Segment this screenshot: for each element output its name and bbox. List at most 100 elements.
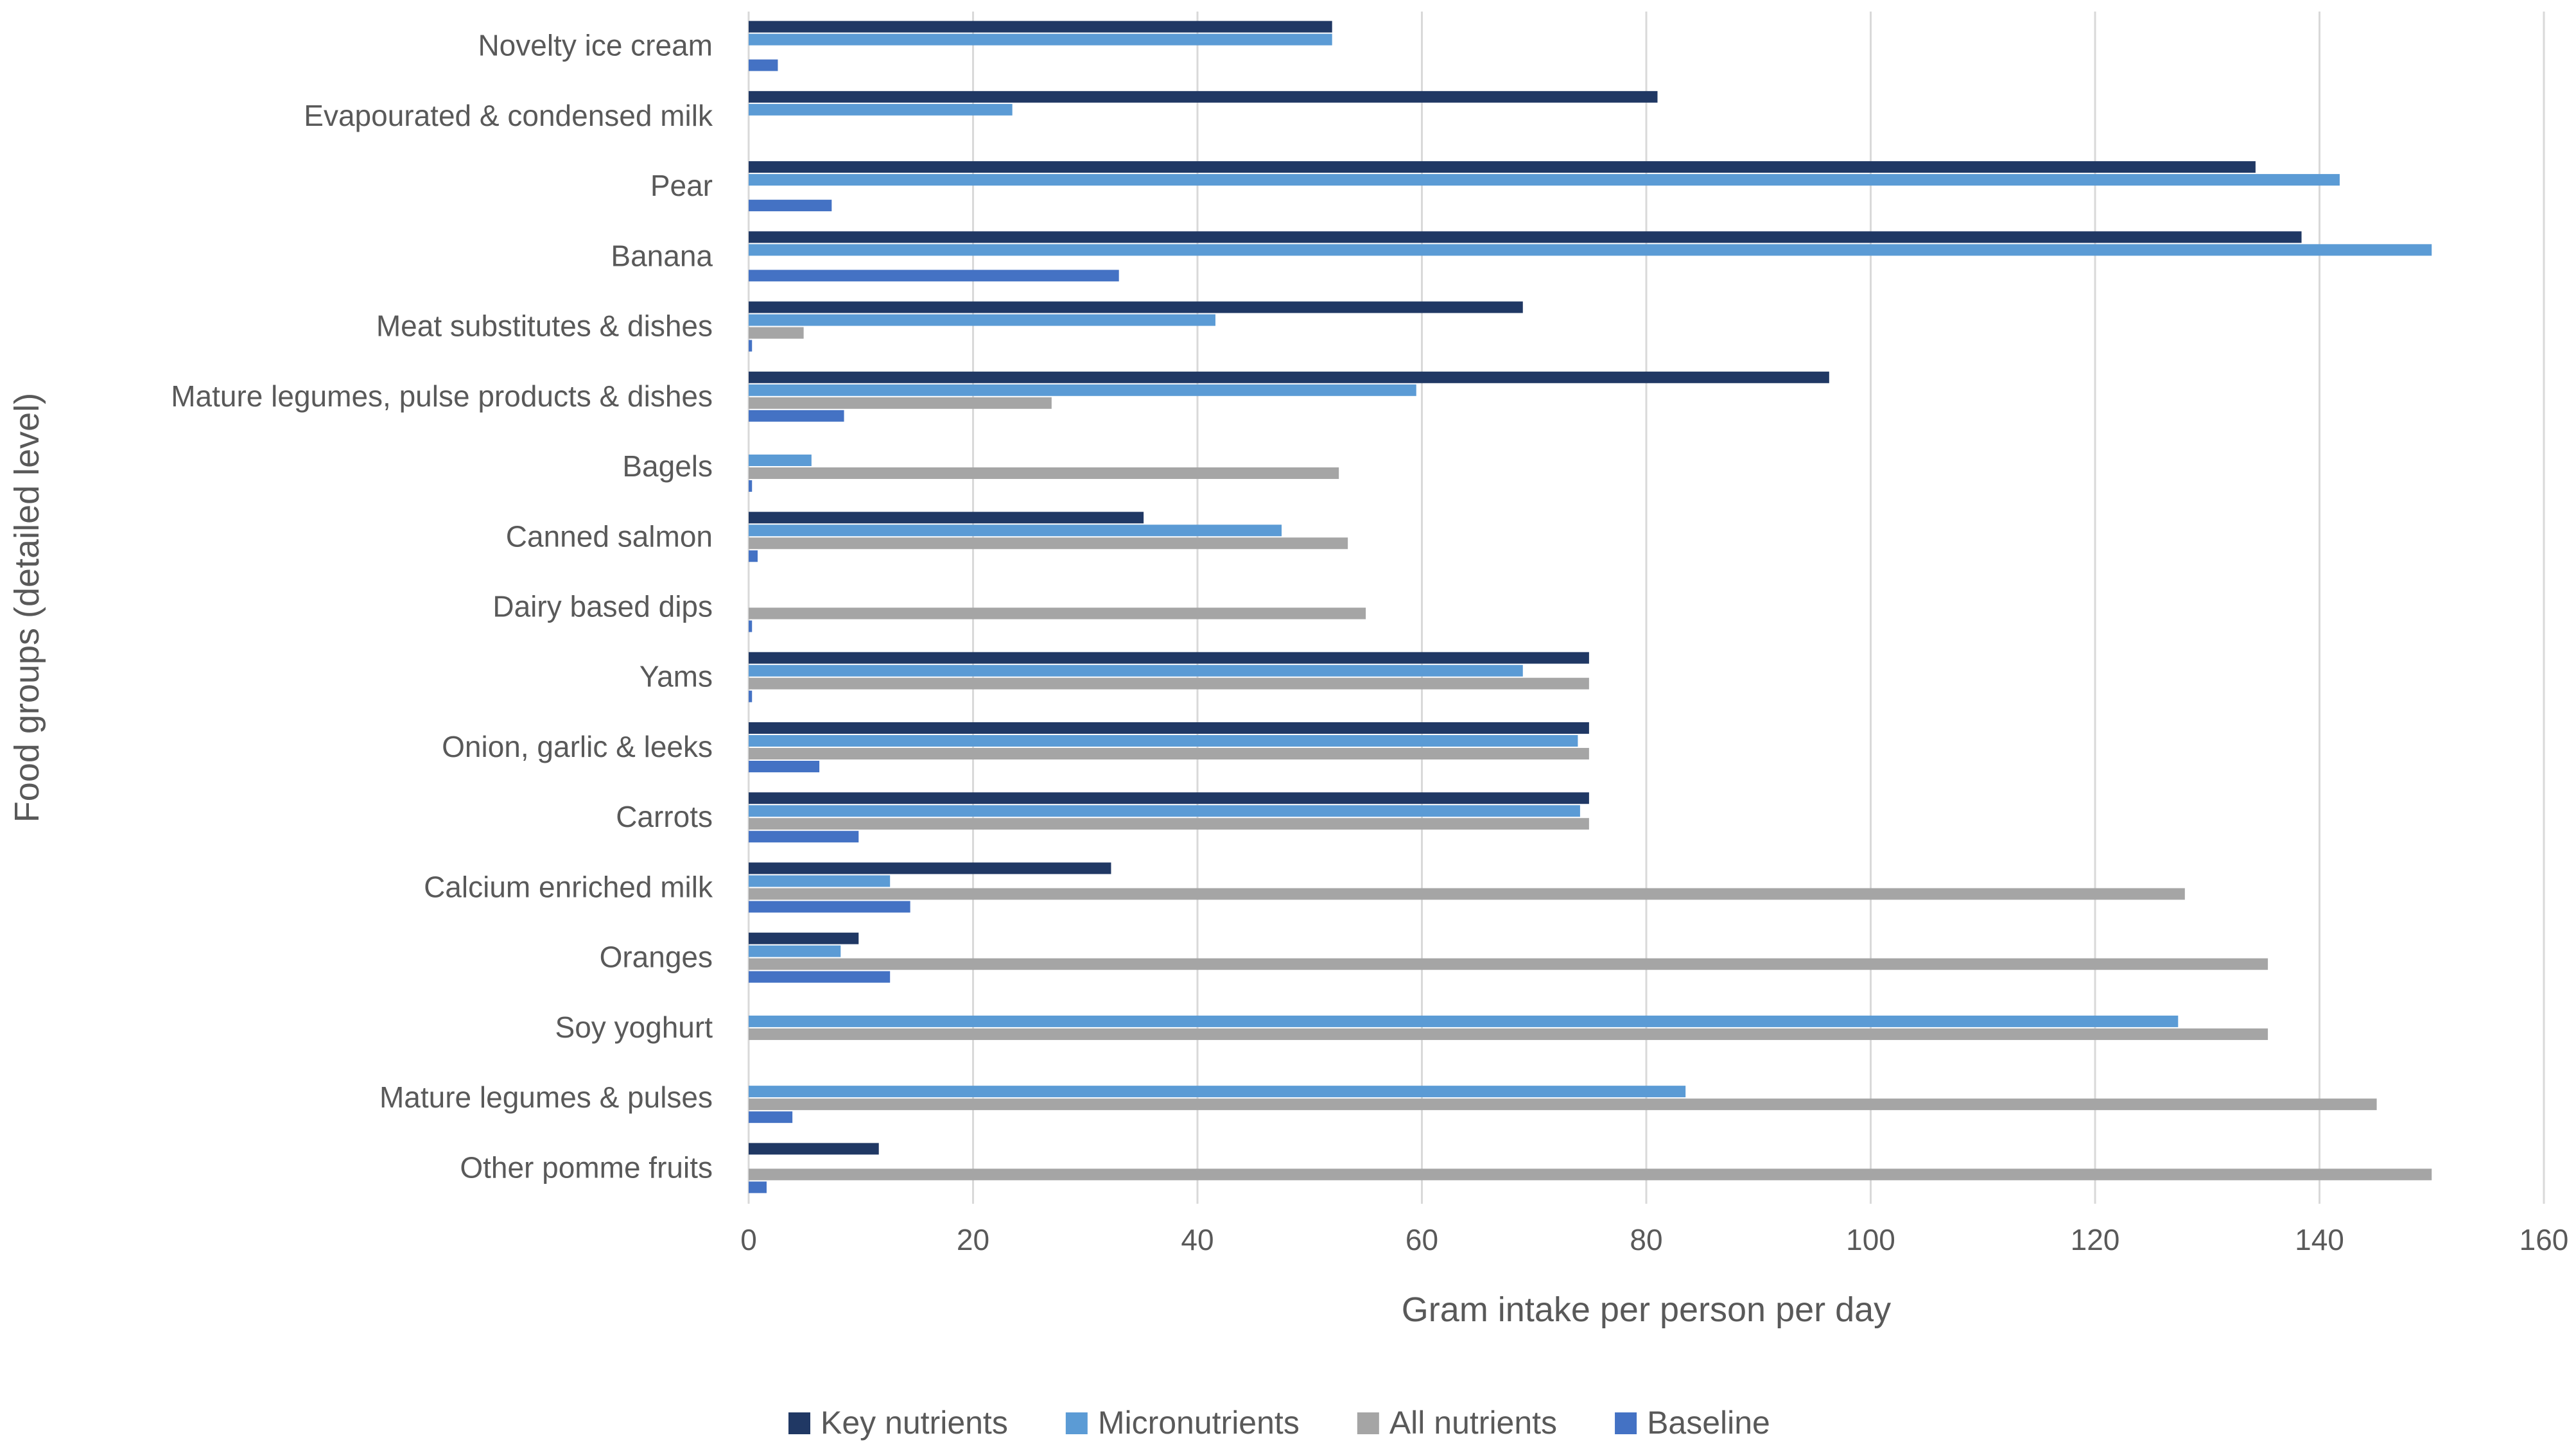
x-tick-label: 140 (2295, 1223, 2344, 1256)
bar-all-nutrients (749, 958, 2268, 970)
bar-key-nutrients (749, 161, 2256, 173)
category-label: Mature legumes & pulses (379, 1080, 713, 1114)
bar-baseline (749, 410, 844, 422)
bar-key-nutrients (749, 932, 859, 944)
bar-micronutrients (749, 805, 1580, 817)
bar-baseline (749, 59, 778, 71)
x-tick-label: 40 (1181, 1223, 1214, 1256)
category-label: Canned salmon (506, 519, 713, 553)
legend-label: Baseline (1647, 1405, 1770, 1441)
bar-key-nutrients (749, 91, 1658, 103)
bar-all-nutrients (749, 1168, 2432, 1181)
bar-baseline (749, 620, 753, 632)
bar-all-nutrients (749, 1098, 2377, 1111)
category-label: Banana (611, 239, 713, 272)
legend-label: Key nutrients (821, 1405, 1008, 1441)
category-label: Bagels (622, 449, 713, 483)
y-axis-title: Food groups (detailed level) (8, 393, 46, 822)
legend-swatch (788, 1412, 810, 1434)
bar-micronutrients (749, 525, 1282, 537)
bar-micronutrients (749, 1086, 1686, 1098)
category-label: Evapourated & condensed milk (304, 99, 713, 132)
bar-baseline (749, 1111, 793, 1124)
bar-key-nutrients (749, 652, 1589, 664)
bar-baseline (749, 480, 753, 492)
bar-key-nutrients (749, 301, 1523, 313)
legend-swatch (1615, 1412, 1637, 1434)
bar-key-nutrients (749, 512, 1144, 524)
bar-micronutrients (749, 945, 841, 957)
bar-micronutrients (749, 33, 1332, 46)
bar-micronutrients (749, 455, 812, 467)
bar-baseline (749, 971, 891, 983)
bar-all-nutrients (749, 537, 1348, 550)
category-label: Carrots (616, 800, 713, 833)
x-tick-label: 160 (2519, 1223, 2569, 1256)
category-label: Pear (650, 169, 713, 202)
category-label: Novelty ice cream (478, 29, 713, 62)
bar-key-nutrients (749, 1143, 879, 1155)
category-label: Onion, garlic & leeks (442, 730, 713, 763)
legend-label: All nutrients (1389, 1405, 1557, 1441)
bar-micronutrients (749, 875, 891, 887)
bar-all-nutrients (749, 747, 1589, 759)
category-label: Oranges (600, 941, 713, 974)
bar-micronutrients (749, 384, 1416, 396)
category-label: Other pomme fruits (460, 1150, 713, 1184)
bar-baseline (749, 270, 1119, 282)
bar-key-nutrients (749, 862, 1111, 874)
legend: Key nutrients Micronutrients All nutrients… (788, 1405, 1770, 1441)
bar-key-nutrients (749, 21, 1332, 33)
x-tick-label: 0 (740, 1223, 757, 1256)
bar-baseline (749, 550, 758, 562)
category-label: Meat substitutes & dishes (376, 309, 713, 343)
legend-item: Key nutrients (788, 1405, 1008, 1441)
bar-all-nutrients (749, 397, 1052, 409)
legend-item: Micronutrients (1065, 1405, 1300, 1441)
bar-all-nutrients (749, 607, 1366, 620)
bar-baseline (749, 200, 832, 212)
bar-baseline (749, 831, 859, 843)
bar-all-nutrients (749, 1028, 2268, 1040)
x-tick-label: 20 (957, 1223, 989, 1256)
legend-item: All nutrients (1357, 1405, 1557, 1441)
bar-baseline (749, 901, 910, 913)
category-label: Mature legumes, pulse products & dishes (171, 379, 713, 413)
category-label: Calcium enriched milk (424, 870, 713, 903)
bar-micronutrients (749, 103, 1013, 116)
category-label: Dairy based dips (492, 590, 713, 623)
bar-micronutrients (749, 244, 2432, 256)
bars (749, 21, 2432, 1193)
legend-swatch (1357, 1412, 1379, 1434)
x-tick-label: 120 (2071, 1223, 2120, 1256)
x-tick-labels: 0 20 40 60 80 100 120 140 160 (740, 1223, 2568, 1256)
x-tick-label: 80 (1630, 1223, 1662, 1256)
bar-baseline (749, 760, 820, 772)
category-label: Yams (640, 660, 713, 693)
bar-micronutrients (749, 174, 2340, 186)
bar-baseline (749, 690, 753, 702)
bar-baseline (749, 1181, 767, 1193)
bar-all-nutrients (749, 467, 1339, 480)
bar-all-nutrients (749, 888, 2185, 900)
bar-key-nutrients (749, 231, 2302, 243)
legend-item: Baseline (1615, 1405, 1770, 1441)
legend-label: Micronutrients (1098, 1405, 1300, 1441)
bar-micronutrients (749, 734, 1578, 747)
x-axis-title: Gram intake per person per day (1402, 1290, 1891, 1329)
bar-all-nutrients (749, 677, 1589, 690)
x-tick-label: 100 (1846, 1223, 1895, 1256)
bar-key-nutrients (749, 792, 1589, 804)
bar-micronutrients (749, 1015, 2179, 1027)
category-label: Soy yoghurt (555, 1011, 713, 1044)
legend-swatch (1065, 1412, 1088, 1434)
bar-micronutrients (749, 314, 1215, 326)
bar-baseline (749, 340, 753, 352)
x-tick-label: 60 (1405, 1223, 1438, 1256)
gridlines (747, 12, 2545, 1204)
bar-key-nutrients (749, 722, 1589, 734)
bar-all-nutrients (749, 818, 1589, 830)
bar-key-nutrients (749, 371, 1829, 383)
bar-micronutrients (749, 664, 1523, 677)
